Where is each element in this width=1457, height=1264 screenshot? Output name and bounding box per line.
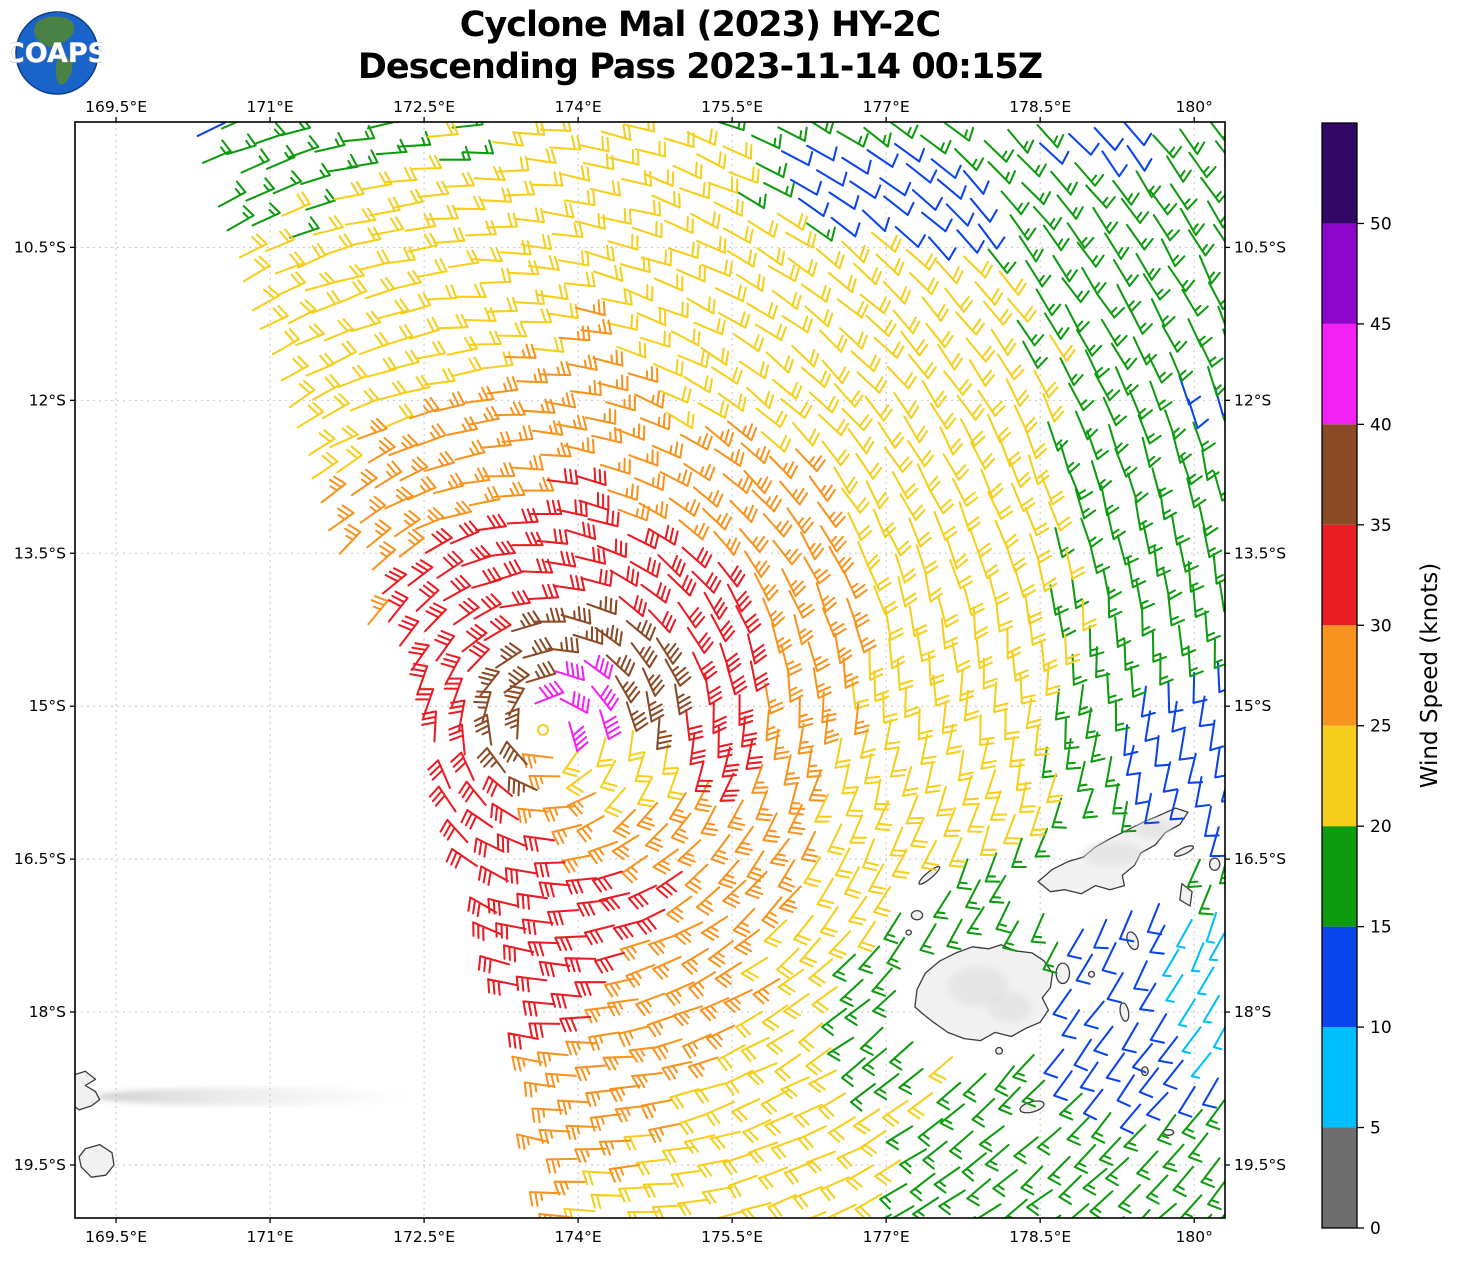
colorbar-axis-label: Wind Speed (knots): [1417, 563, 1443, 788]
islet: [1173, 845, 1194, 857]
colorbar-tick-label: 5: [1370, 1119, 1381, 1139]
lat-tick-label-left: 19.5°S: [14, 1156, 66, 1174]
islet: [918, 865, 941, 885]
wind-barbs-ea1c24: [381, 467, 770, 1050]
lon-tick-label-top: 180°: [1176, 98, 1213, 116]
lon-tick-label-top: 171°E: [247, 98, 294, 116]
lat-tick-label-left: 18°S: [29, 1003, 66, 1021]
islet: [1119, 1002, 1130, 1022]
colorbar-outline: [1321, 122, 1358, 1229]
lon-tick-label-bottom: 174°E: [555, 1228, 602, 1246]
terrain-shading: [986, 991, 1032, 1023]
coaps-logo: COAPS: [10, 11, 102, 95]
colorbar-tick-label: 25: [1370, 717, 1392, 737]
islet: [1208, 857, 1221, 871]
wind-barbs-f322f3: [534, 654, 622, 753]
colorbar-segment-40-45: [1322, 323, 1357, 425]
lon-tick-label-top: 177°E: [863, 98, 910, 116]
logo-continent-south-america: [55, 56, 73, 85]
lon-tick-label-bottom: 180°: [1176, 1228, 1213, 1246]
islet: [905, 929, 912, 936]
lat-tick-label-left: 13.5°S: [14, 544, 66, 562]
colorbar-segment-45-50: [1322, 223, 1357, 324]
islet: [995, 1046, 1004, 1055]
wind-barbs-0f9b0f: [201, 122, 1225, 1218]
lon-tick-label-top: 178.5°E: [1009, 98, 1071, 116]
colorbar-segment-5-10: [1322, 1027, 1357, 1128]
colorbar-segment-25-30: [1322, 625, 1357, 726]
colorbar-segment-20-25: [1322, 725, 1357, 827]
axis-labels: 169.5°E 169.5°E 171°E 171°E 172.5°E 172.5°E 17…: [14, 98, 1286, 1246]
islet: [910, 909, 924, 921]
lon-tick-label-top: 175.5°E: [701, 98, 763, 116]
cloud-artifact-streak: [95, 1087, 414, 1106]
lat-tick-label-left: 12°S: [29, 391, 66, 409]
colorbar-segment-50-55: [1322, 123, 1357, 224]
colorbar-tick-label: 45: [1370, 315, 1392, 335]
colorbar-segment-15-20: [1322, 826, 1357, 927]
lat-tick-label-right: 18°S: [1234, 1003, 1271, 1021]
island-west-b: [78, 1143, 115, 1178]
colorbar-tick-label: 40: [1370, 415, 1392, 435]
colorbar: 0 5 10 15 20 25 30 35 40 45 50 Wind Speed (knots): [1321, 122, 1443, 1239]
lat-tick-label-right: 10.5°S: [1234, 238, 1286, 256]
wind-barbs-f79420: [320, 299, 877, 1218]
lon-tick-label-bottom: 171°E: [247, 1228, 294, 1246]
plot-title: Cyclone Mal (2023) HY-2C Descending Pass…: [0, 4, 1400, 88]
colorbar-tick-label: 35: [1370, 516, 1392, 536]
lat-tick-label-left: 10.5°S: [14, 238, 66, 256]
island-west-a: [75, 1070, 101, 1111]
plot-frame: [74, 121, 1226, 1219]
wind-barbs-8b4a26: [473, 595, 693, 797]
axis-ticks: [70, 117, 1230, 1223]
lon-tick-label-top: 172.5°E: [393, 98, 455, 116]
map-gridlines: [75, 122, 1225, 1218]
colorbar-segment-35-40: [1322, 424, 1357, 525]
lat-tick-label-right: 15°S: [1234, 697, 1271, 715]
colorbar-tick-label: 50: [1370, 214, 1392, 234]
land-coastlines: [75, 807, 1221, 1178]
wind-barbs: [196, 122, 1225, 1218]
colorbar-segment-30-35: [1322, 524, 1357, 626]
islet: [1055, 962, 1071, 985]
lat-tick-label-right: 12°S: [1234, 391, 1271, 409]
coaps-logo-text: COAPS: [10, 38, 102, 69]
island-taveuni: [1179, 882, 1193, 907]
islet: [1087, 970, 1096, 978]
colorbar-tick-label: 0: [1370, 1219, 1381, 1239]
title-line-1: Cyclone Mal (2023) HY-2C: [459, 5, 941, 45]
islet: [1019, 1100, 1045, 1114]
colorbar-segment-10-15: [1322, 926, 1357, 1028]
lon-tick-label-bottom: 175.5°E: [701, 1228, 763, 1246]
terrain-shading: [1081, 841, 1143, 867]
colorbar-tick-label: 20: [1370, 817, 1392, 837]
lon-tick-label-bottom: 169.5°E: [85, 1228, 147, 1246]
lat-tick-label-right: 19.5°S: [1234, 1156, 1286, 1174]
lat-tick-label-right: 16.5°S: [1234, 850, 1286, 868]
lat-tick-label-right: 13.5°S: [1234, 544, 1286, 562]
logo-continent-north-america: [34, 16, 75, 47]
title-line-2: Descending Pass 2023-11-14 00:15Z: [357, 47, 1043, 87]
terrain-shading: [1134, 818, 1172, 839]
lon-tick-label-top: 174°E: [555, 98, 602, 116]
wind-barbs-00bfff: [1162, 911, 1225, 1079]
calm-wind-circle: [537, 723, 550, 736]
lon-tick-label-bottom: 178.5°E: [1009, 1228, 1071, 1246]
lon-tick-label-bottom: 177°E: [863, 1228, 910, 1246]
colorbar-segment-0-5: [1322, 1127, 1357, 1228]
lon-tick-label-top: 169.5°E: [85, 98, 147, 116]
lat-tick-label-left: 15°S: [29, 697, 66, 715]
lon-tick-label-bottom: 172.5°E: [393, 1228, 455, 1246]
wind-barbs-0a44ec: [196, 122, 1225, 1135]
map-data-layer: [75, 122, 1225, 1218]
wind-barbs-f6cf1c: [238, 122, 1097, 1218]
colorbar-tick-label: 15: [1370, 918, 1392, 938]
colorbar-tick-label: 10: [1370, 1018, 1392, 1038]
lat-tick-label-left: 16.5°S: [14, 850, 66, 868]
colorbar-tick-label: 30: [1370, 616, 1392, 636]
